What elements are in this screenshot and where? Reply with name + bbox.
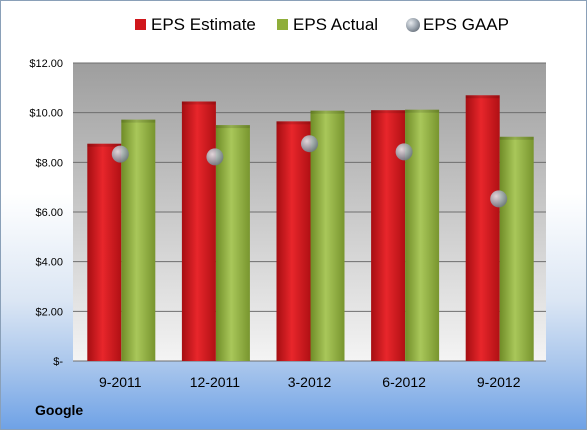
y-tick-label: $8.00 [35,157,63,169]
y-tick-label: $6.00 [35,207,63,219]
y-tick-label: $- [53,356,63,368]
bar-eps-actual [310,110,345,362]
bar-eps-estimate [465,95,500,362]
bar-eps-estimate [181,101,216,361]
marker-eps-gaap [206,148,224,166]
marker-eps-gaap [395,143,413,161]
bar-eps-estimate-top-edge [87,143,122,147]
bar-eps-actual [499,136,534,361]
y-tick-label: $2.00 [35,306,63,318]
company-label: Google [35,402,84,418]
bar-eps-estimate [276,121,311,361]
y-tick-label: $10.00 [29,108,63,120]
bar-eps-estimate-top-edge [181,101,216,105]
marker-eps-gaap [111,145,129,163]
bars [87,95,534,362]
bar-eps-actual-top-edge [405,109,440,113]
legend-eps-actual-label: EPS Actual [293,15,378,34]
bar-eps-estimate-top-edge [371,110,406,114]
legend-eps-gaap-label: EPS GAAP [423,15,509,34]
bar-eps-actual [215,125,250,361]
legend-eps-actual-swatch [277,19,288,30]
x-tick-label: 12-2011 [190,374,241,390]
marker-eps-gaap [301,135,318,153]
bar-eps-actual-top-edge [499,136,534,140]
marker-eps-gaap [490,190,508,208]
legend-eps-gaap-swatch [406,18,420,32]
y-tick-label: $4.00 [35,257,63,269]
bar-eps-estimate-top-edge [465,95,500,99]
bar-eps-estimate-top-edge [276,121,311,125]
x-tick-label: 9-2011 [99,374,142,390]
y-axis: $- $2.00 $4.00 $6.00 $8.00 $10.00 $12.00 [29,58,63,368]
legend-eps-estimate-label: EPS Estimate [151,15,256,34]
gaap-markers [111,135,508,208]
x-tick-label: 3-2012 [288,374,332,390]
bar-eps-actual-top-edge [121,119,156,123]
bar-eps-estimate [87,143,122,361]
bar-eps-actual [121,119,156,362]
x-tick-label: 9-2012 [477,374,521,390]
legend: EPS Estimate EPS Actual EPS GAAP [135,15,509,34]
bar-eps-actual-top-edge [215,125,250,129]
bar-eps-actual-top-edge [310,110,345,114]
y-tick-label: $12.00 [29,58,63,70]
x-tick-label: 6-2012 [382,374,426,390]
legend-eps-estimate-swatch [135,19,146,30]
x-axis-labels: 9-2011 12-2011 3-2012 6-2012 9-2012 [99,374,521,390]
